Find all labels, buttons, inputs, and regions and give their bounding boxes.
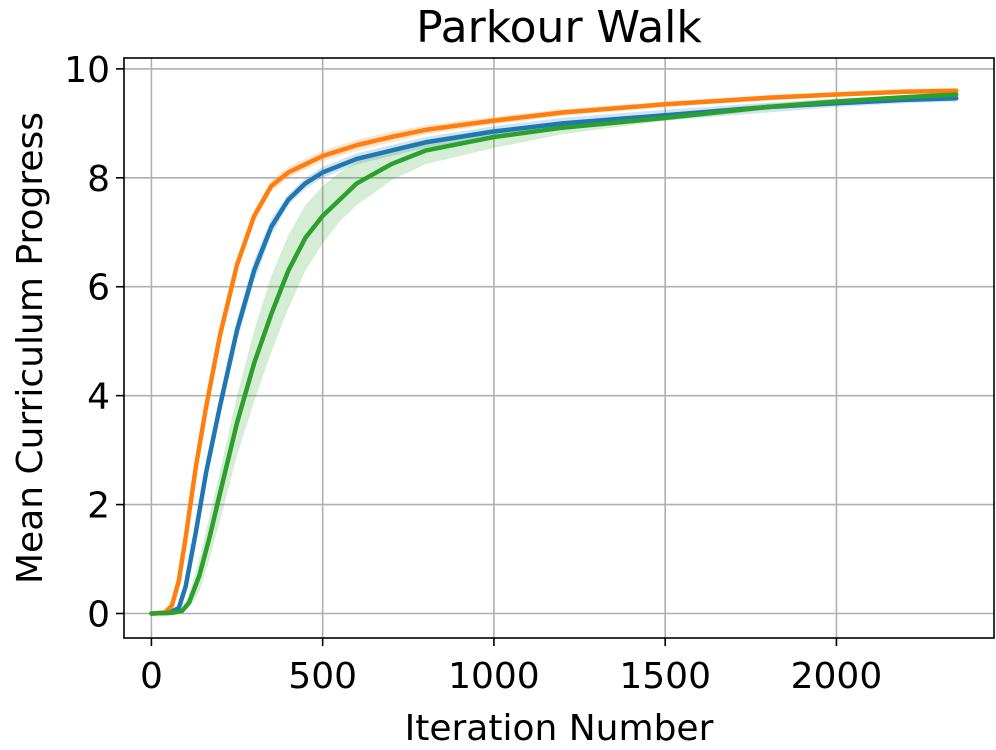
x-tick-label: 500 <box>288 656 357 697</box>
x-axis-label: Iteration Number <box>405 708 714 749</box>
x-tick-label: 0 <box>140 656 163 697</box>
series-1-line <box>149 96 959 616</box>
x-tick-label: 2000 <box>791 656 883 697</box>
x-tick-label: 1000 <box>448 656 540 697</box>
y-tick-label: 0 <box>87 594 110 635</box>
y-tick-label: 2 <box>87 486 110 527</box>
series-1-band <box>151 94 957 614</box>
y-axis-label: Mean Curriculum Progress <box>10 112 51 584</box>
y-tick-label: 8 <box>87 159 110 200</box>
confidence-bands <box>151 88 957 614</box>
series-lines <box>149 88 959 616</box>
series-2-line <box>149 88 959 616</box>
series-3-line <box>149 92 959 616</box>
y-tick-label: 4 <box>87 377 110 418</box>
chart-title: Parkour Walk <box>416 2 702 53</box>
plot-frame <box>123 57 995 639</box>
x-tick-label: 1500 <box>619 656 711 697</box>
series-2-band <box>151 88 957 614</box>
ticks: 0 500 1000 1500 2000 0 2 4 6 8 10 <box>64 50 882 697</box>
y-tick-label: 6 <box>87 268 110 309</box>
series-3-band <box>151 92 957 614</box>
y-tick-label: 10 <box>64 50 110 91</box>
